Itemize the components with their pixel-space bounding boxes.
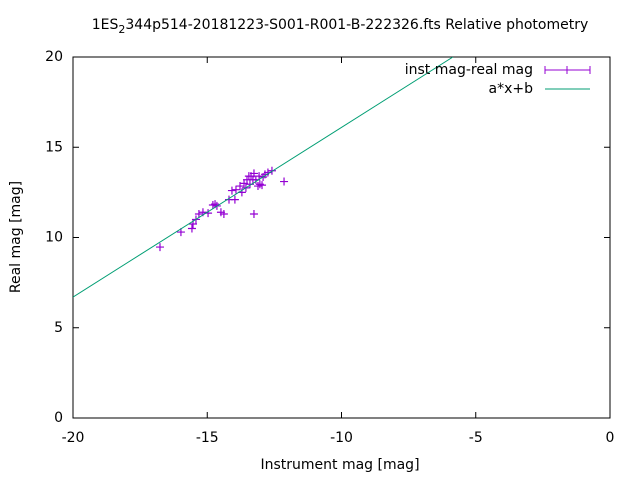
point (280, 177, 289, 186)
point (249, 169, 258, 178)
plot-frame (72, 56, 611, 419)
x-tick-label: -15 (196, 430, 219, 446)
y-tick-label: 15 (45, 139, 63, 155)
title-part: 1ES (92, 17, 119, 33)
point (227, 186, 236, 195)
y-tick-label: 20 (45, 49, 63, 65)
title-subscript: 2 (118, 23, 125, 36)
y-tick-label: 10 (45, 230, 63, 246)
point (267, 166, 276, 175)
point (258, 181, 267, 190)
point (253, 182, 262, 191)
title-part: 344p514-20181223-S001-R001-B-222326.fts … (125, 17, 588, 33)
point (187, 224, 196, 233)
point (245, 180, 254, 189)
point (219, 210, 228, 219)
plot-area (73, 57, 454, 298)
x-tick-label: -5 (469, 430, 483, 446)
x-tick-label: 0 (606, 430, 615, 446)
point (208, 201, 217, 210)
point (194, 210, 203, 219)
y-tick-label: 0 (54, 410, 63, 426)
point (249, 210, 258, 219)
point (236, 182, 245, 191)
x-tick-label: -10 (330, 430, 353, 446)
chart-title: 1ES2344p514-20181223-S001-R001-B-222326.… (92, 17, 589, 36)
legend-label: a*x+b (489, 81, 534, 97)
point (230, 195, 239, 204)
point (155, 243, 164, 252)
y-tick-label: 5 (54, 320, 63, 336)
point (255, 180, 264, 189)
point (255, 172, 264, 181)
legend-label: inst mag-real mag (405, 62, 533, 78)
x-axis-label: Instrument mag [mag] (260, 457, 419, 473)
point (231, 185, 240, 194)
x-tick-label: -20 (62, 430, 85, 446)
y-axis-label: Real mag [mag] (8, 181, 24, 293)
fit-line (73, 57, 454, 298)
